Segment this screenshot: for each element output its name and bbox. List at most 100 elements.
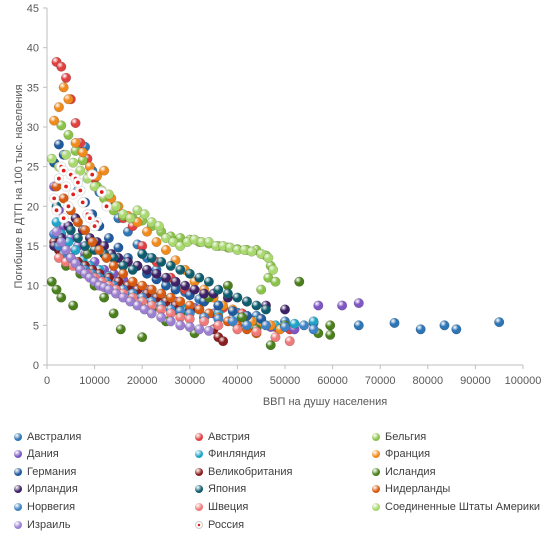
- data-point: [184, 268, 195, 279]
- legend-item: Норвегия: [14, 498, 75, 515]
- data-point: [53, 139, 64, 150]
- data-point: [313, 300, 324, 311]
- legend-item: Россия: [195, 516, 244, 533]
- x-axis-title: ВВП на душу населения: [263, 396, 387, 408]
- data-point: [175, 320, 186, 331]
- data-point: [337, 300, 348, 311]
- data-point: [256, 284, 267, 295]
- legend-item: Австралия: [14, 428, 81, 445]
- y-tick-label: 20: [27, 201, 39, 213]
- data-point: [137, 248, 148, 259]
- data-point: [80, 225, 91, 236]
- data-point: [284, 336, 295, 347]
- data-point: [127, 264, 138, 275]
- chart-points: [46, 56, 505, 351]
- data-point: [194, 304, 205, 315]
- legend-item: Бельгия: [372, 428, 426, 445]
- data-point-center: [99, 190, 104, 194]
- legend-marker-icon: [195, 520, 203, 529]
- legend-label: Великобритания: [208, 465, 293, 478]
- data-point: [194, 324, 205, 335]
- legend-label: Нидерланды: [385, 483, 451, 496]
- legend-item: Германия: [14, 463, 76, 480]
- data-point: [389, 317, 400, 329]
- data-point: [237, 312, 248, 323]
- data-point: [213, 300, 224, 311]
- legend-marker-icon: [195, 467, 203, 476]
- data-point: [213, 284, 224, 295]
- legend-label: Россия: [208, 518, 245, 531]
- x-tick-label: 40000: [222, 375, 253, 387]
- data-point: [218, 336, 229, 347]
- data-point: [194, 272, 205, 283]
- chart-axes: 0 5 10 15 20 25 30 35 40 45 0 10000 20000 30000 40000 5…: [27, 3, 542, 387]
- data-point: [325, 320, 336, 331]
- y-axis-title: Погибшие в ДТП на 100 тыс. населения: [13, 84, 25, 288]
- data-point: [294, 276, 305, 287]
- data-point: [251, 300, 262, 311]
- data-point: [151, 268, 162, 279]
- data-point: [246, 246, 257, 257]
- data-point: [199, 316, 210, 327]
- x-tick-label: 70000: [365, 375, 396, 387]
- legend-label: Швеция: [208, 500, 249, 513]
- data-point-center: [66, 204, 71, 209]
- data-point: [51, 226, 62, 237]
- legend-item: Исландия: [372, 463, 436, 480]
- data-point: [353, 298, 364, 309]
- data-point: [103, 233, 114, 244]
- data-point: [265, 340, 276, 351]
- legend-item: Нидерланды: [372, 481, 450, 498]
- data-point: [494, 317, 505, 328]
- legend-label: Соединенные Штаты Америки: [385, 500, 541, 513]
- data-point: [227, 316, 238, 327]
- data-point: [251, 326, 262, 337]
- legend-label: Финляндия: [208, 448, 266, 461]
- legend-marker-icon: [14, 467, 22, 476]
- data-point-center: [90, 172, 95, 177]
- data-point-center: [57, 176, 61, 181]
- data-point: [153, 221, 164, 232]
- y-tick-label: 40: [27, 43, 39, 55]
- legend-label: Дания: [27, 448, 59, 461]
- data-point: [270, 332, 281, 343]
- data-point: [165, 316, 176, 327]
- data-point-center: [87, 216, 92, 221]
- data-point: [108, 260, 119, 271]
- legend-marker-icon: [14, 485, 22, 494]
- legend-label: Исландия: [385, 465, 436, 478]
- legend-label: Австралия: [27, 430, 82, 443]
- data-point: [53, 102, 64, 113]
- y-tick-label: 25: [27, 162, 39, 174]
- x-tick-label: 60000: [317, 375, 348, 387]
- data-point: [270, 276, 281, 287]
- chart-axis-titles: ВВП на душу населения Погибшие в ДТП на 1…: [13, 84, 387, 408]
- data-point: [72, 217, 83, 228]
- data-point: [203, 325, 214, 336]
- legend-item: Ирландия: [14, 481, 78, 498]
- y-tick-label: 10: [27, 281, 39, 293]
- legend-label: Бельгия: [385, 430, 427, 443]
- legend-label: Япония: [208, 483, 247, 496]
- legend-marker-icon: [14, 502, 22, 511]
- x-tick-label: 10000: [79, 375, 110, 387]
- legend-label: Франция: [385, 448, 431, 461]
- data-point: [268, 264, 279, 275]
- legend-item: Швеция: [195, 498, 248, 515]
- data-point: [125, 213, 136, 224]
- data-point: [113, 242, 124, 253]
- x-tick-label: 50000: [270, 375, 301, 387]
- data-point: [60, 244, 72, 256]
- data-point-center: [64, 184, 68, 189]
- data-point: [279, 321, 291, 332]
- data-point: [101, 252, 112, 263]
- legend-item: Соединенные Штаты Америки: [372, 498, 540, 515]
- y-tick-label: 0: [33, 360, 39, 372]
- data-point: [63, 129, 74, 140]
- data-point: [115, 324, 126, 335]
- data-point: [175, 296, 186, 307]
- data-point: [72, 233, 83, 244]
- data-point: [75, 165, 86, 176]
- y-tick-label: 5: [33, 320, 39, 332]
- data-point-center: [54, 208, 59, 213]
